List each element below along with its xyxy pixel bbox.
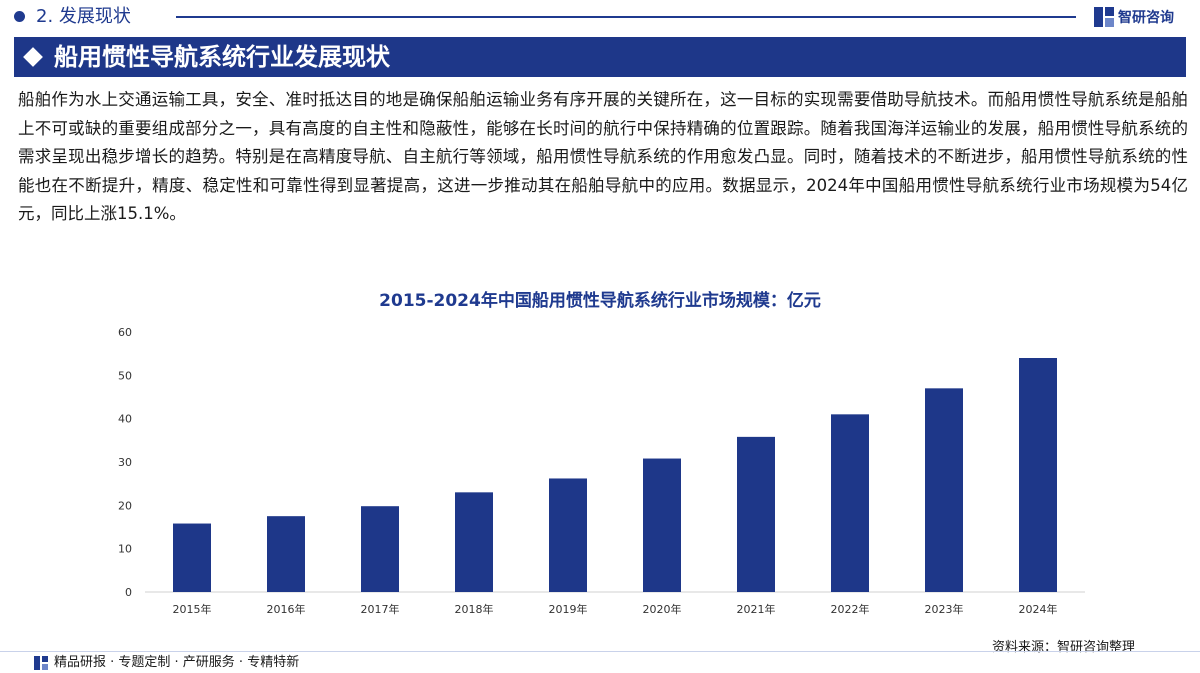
bar-2015年 bbox=[173, 523, 211, 592]
chart-title: 2015-2024年中国船用惯性导航系统行业市场规模：亿元 bbox=[379, 291, 821, 311]
bar-2021年 bbox=[737, 436, 775, 592]
x-tick-label: 2024年 bbox=[1019, 602, 1058, 616]
bar-chart: 0 10 20 30 40 50 60 2015年 2016年 2017年 2018年 2019年 20… bbox=[118, 326, 1085, 616]
x-tick-label: 2017年 bbox=[361, 602, 400, 616]
x-tick-label: 2021年 bbox=[737, 602, 776, 616]
x-tick-label: 2022年 bbox=[831, 602, 870, 616]
bar-2017年 bbox=[361, 506, 399, 592]
brand-logo-icon bbox=[1094, 7, 1114, 27]
diamond-icon bbox=[23, 47, 43, 67]
brand-logo-text: 智研咨询 bbox=[1118, 10, 1174, 26]
x-tick-label: 2018年 bbox=[455, 602, 494, 616]
footer-logo-icon bbox=[34, 656, 48, 670]
title-banner: 船用惯性导航系统行业发展现状 bbox=[14, 37, 1186, 77]
y-tick-label: 10 bbox=[118, 543, 132, 556]
y-tick-label: 0 bbox=[125, 586, 132, 599]
bar-2020年 bbox=[643, 458, 681, 592]
x-tick-label: 2023年 bbox=[925, 602, 964, 616]
footer-bar: 精品研报 · 专题定制 · 产研服务 · 专精特新 bbox=[0, 653, 1200, 673]
page-title: 船用惯性导航系统行业发展现状 bbox=[54, 43, 390, 71]
bar-2022年 bbox=[831, 414, 869, 592]
bar-2023年 bbox=[925, 388, 963, 592]
footer-rule bbox=[0, 651, 1200, 652]
bar-2024年 bbox=[1019, 358, 1057, 592]
header-rule bbox=[176, 16, 1076, 18]
section-heading: 2. 发展现状 bbox=[36, 6, 131, 27]
bar-2018年 bbox=[455, 492, 493, 592]
bar-2016年 bbox=[267, 516, 305, 592]
y-tick-label: 50 bbox=[118, 369, 132, 382]
footer-slogan: 精品研报 · 专题定制 · 产研服务 · 专精特新 bbox=[54, 655, 300, 670]
y-tick-label: 40 bbox=[118, 413, 132, 426]
y-tick-label: 20 bbox=[118, 499, 132, 512]
x-tick-label: 2020年 bbox=[643, 602, 682, 616]
y-tick-label: 30 bbox=[118, 456, 132, 469]
body-paragraph: 船舶作为水上交通运输工具，安全、准时抵达目的地是确保船舶运输业务有序开展的关键所… bbox=[18, 90, 1188, 223]
bar-2019年 bbox=[549, 478, 587, 592]
x-tick-label: 2019年 bbox=[549, 602, 588, 616]
brand-logo: 智研咨询 bbox=[1094, 6, 1174, 28]
x-tick-label: 2016年 bbox=[267, 602, 306, 616]
y-tick-label: 60 bbox=[118, 326, 132, 339]
bullet-dot-icon bbox=[14, 11, 25, 22]
top-bar: 2. 发展现状 智研咨询 bbox=[0, 0, 1200, 34]
x-tick-label: 2015年 bbox=[173, 602, 212, 616]
